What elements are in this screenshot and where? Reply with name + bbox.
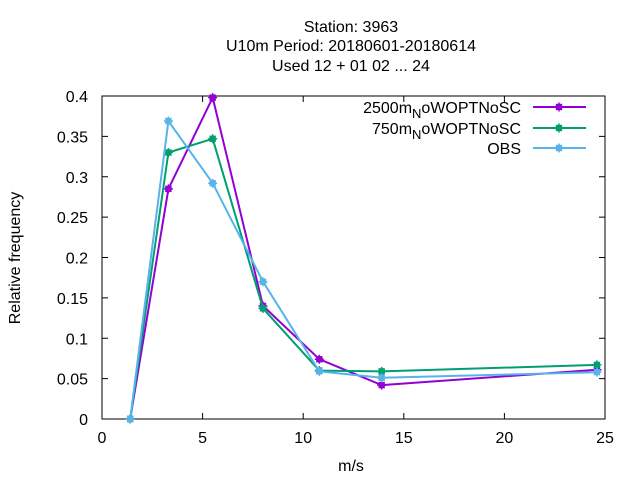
legend-label: 750mNoWOPTNoSC [372, 121, 521, 142]
legend-marker-cross [554, 123, 564, 133]
data-point-cross [314, 354, 324, 364]
data-point-cross [377, 373, 387, 383]
y-tick-label: 0.25 [57, 210, 88, 227]
x-tick-label: 5 [198, 430, 207, 447]
y-axis-label: Relative frequency [7, 192, 24, 325]
x-tick-label: 20 [496, 430, 514, 447]
y-tick-label: 0.2 [66, 251, 88, 268]
y-tick-label: 0.1 [66, 331, 88, 348]
data-point-cross [163, 116, 173, 126]
legend-item: 2500mNoWOPTNoSC [363, 100, 586, 121]
series-2 [125, 134, 602, 424]
x-tick-label: 0 [98, 430, 107, 447]
legend-label: OBS [487, 141, 521, 158]
data-point-cross [314, 366, 324, 376]
x-tick-label: 15 [395, 430, 413, 447]
legend-item: OBS [487, 141, 586, 158]
y-tick-label: 0.4 [66, 89, 88, 106]
x-tick-label: 10 [294, 430, 312, 447]
title-line-2: U10m Period: 20180601-20180614 [226, 38, 476, 55]
x-axis: 0 5 10 15 20 25 [98, 96, 614, 447]
x-axis-label: m/s [338, 458, 364, 475]
data-point-cross [208, 178, 218, 188]
data-point-cross [163, 184, 173, 194]
y-tick-label: 0.05 [57, 372, 88, 389]
legend-label: 2500mNoWOPTNoSC [363, 100, 521, 121]
series-3 [125, 116, 602, 424]
y-axis: 0 0.05 0.1 0.15 0.2 0.25 0.3 0.35 0.4 [57, 89, 605, 429]
data-point-cross [125, 414, 135, 424]
series-layer [125, 93, 602, 424]
y-tick-label: 0.15 [57, 291, 88, 308]
y-tick-label: 0.35 [57, 129, 88, 146]
y-tick-label: 0.3 [66, 170, 88, 187]
data-point-cross [592, 367, 602, 377]
x-tick-label: 25 [596, 430, 614, 447]
data-point-cross [208, 134, 218, 144]
legend-marker-cross [554, 102, 564, 112]
title-line-3: Used 12 + 01 02 ... 24 [272, 58, 430, 75]
legend-marker-cross [554, 143, 564, 153]
data-point-cross [208, 93, 218, 103]
legend-item: 750mNoWOPTNoSC [372, 121, 586, 142]
series-line [129, 120, 598, 420]
title-line-1: Station: 3963 [304, 19, 398, 36]
chart-title: Station: 3963 U10m Period: 20180601-2018… [226, 19, 476, 75]
data-point-cross [258, 277, 268, 287]
data-point-cross [258, 303, 268, 313]
data-point-cross [163, 148, 173, 158]
y-tick-label: 0 [79, 412, 88, 429]
